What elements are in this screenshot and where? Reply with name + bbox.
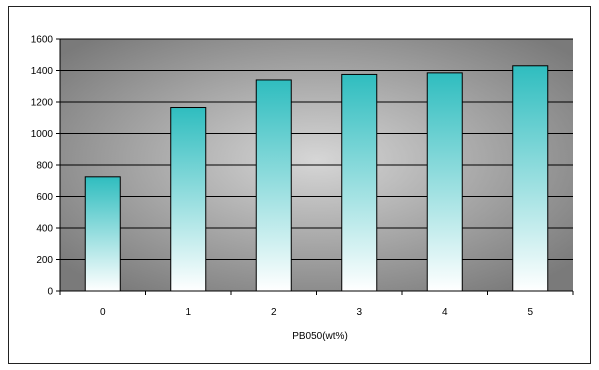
y-tick-label: 1000 xyxy=(31,129,54,140)
axes xyxy=(56,38,574,295)
y-tick-label: 200 xyxy=(36,255,53,266)
bars xyxy=(84,65,549,292)
y-tick-label: 400 xyxy=(36,224,53,235)
y-tick-label: 1200 xyxy=(31,98,54,109)
y-tick-label: 0 xyxy=(47,287,53,298)
y-tick-label: 1400 xyxy=(31,66,54,77)
x-tick-label: 1 xyxy=(185,307,191,318)
x-axis-title: PB050(wt%) xyxy=(292,331,348,342)
x-tick-label: 4 xyxy=(442,307,448,318)
bar xyxy=(255,79,292,292)
x-tick-label: 3 xyxy=(356,307,362,318)
bar xyxy=(170,107,207,292)
y-tick-label: 800 xyxy=(36,161,53,172)
gridlines xyxy=(60,38,573,260)
y-tick-label: 600 xyxy=(36,192,53,203)
x-tick-label: 5 xyxy=(527,307,533,318)
x-tick-label: 2 xyxy=(271,307,277,318)
bar xyxy=(512,65,549,292)
y-tick-labels: 0 200 400 600 800 1000 1200 1400 1600 xyxy=(31,35,54,298)
bar xyxy=(426,72,463,292)
x-tick-label: 0 xyxy=(100,307,106,318)
bar xyxy=(341,73,378,292)
x-tick-labels: 0 1 2 3 4 5 xyxy=(100,307,534,318)
bar xyxy=(84,176,121,292)
y-tick-label: 1600 xyxy=(31,35,54,46)
